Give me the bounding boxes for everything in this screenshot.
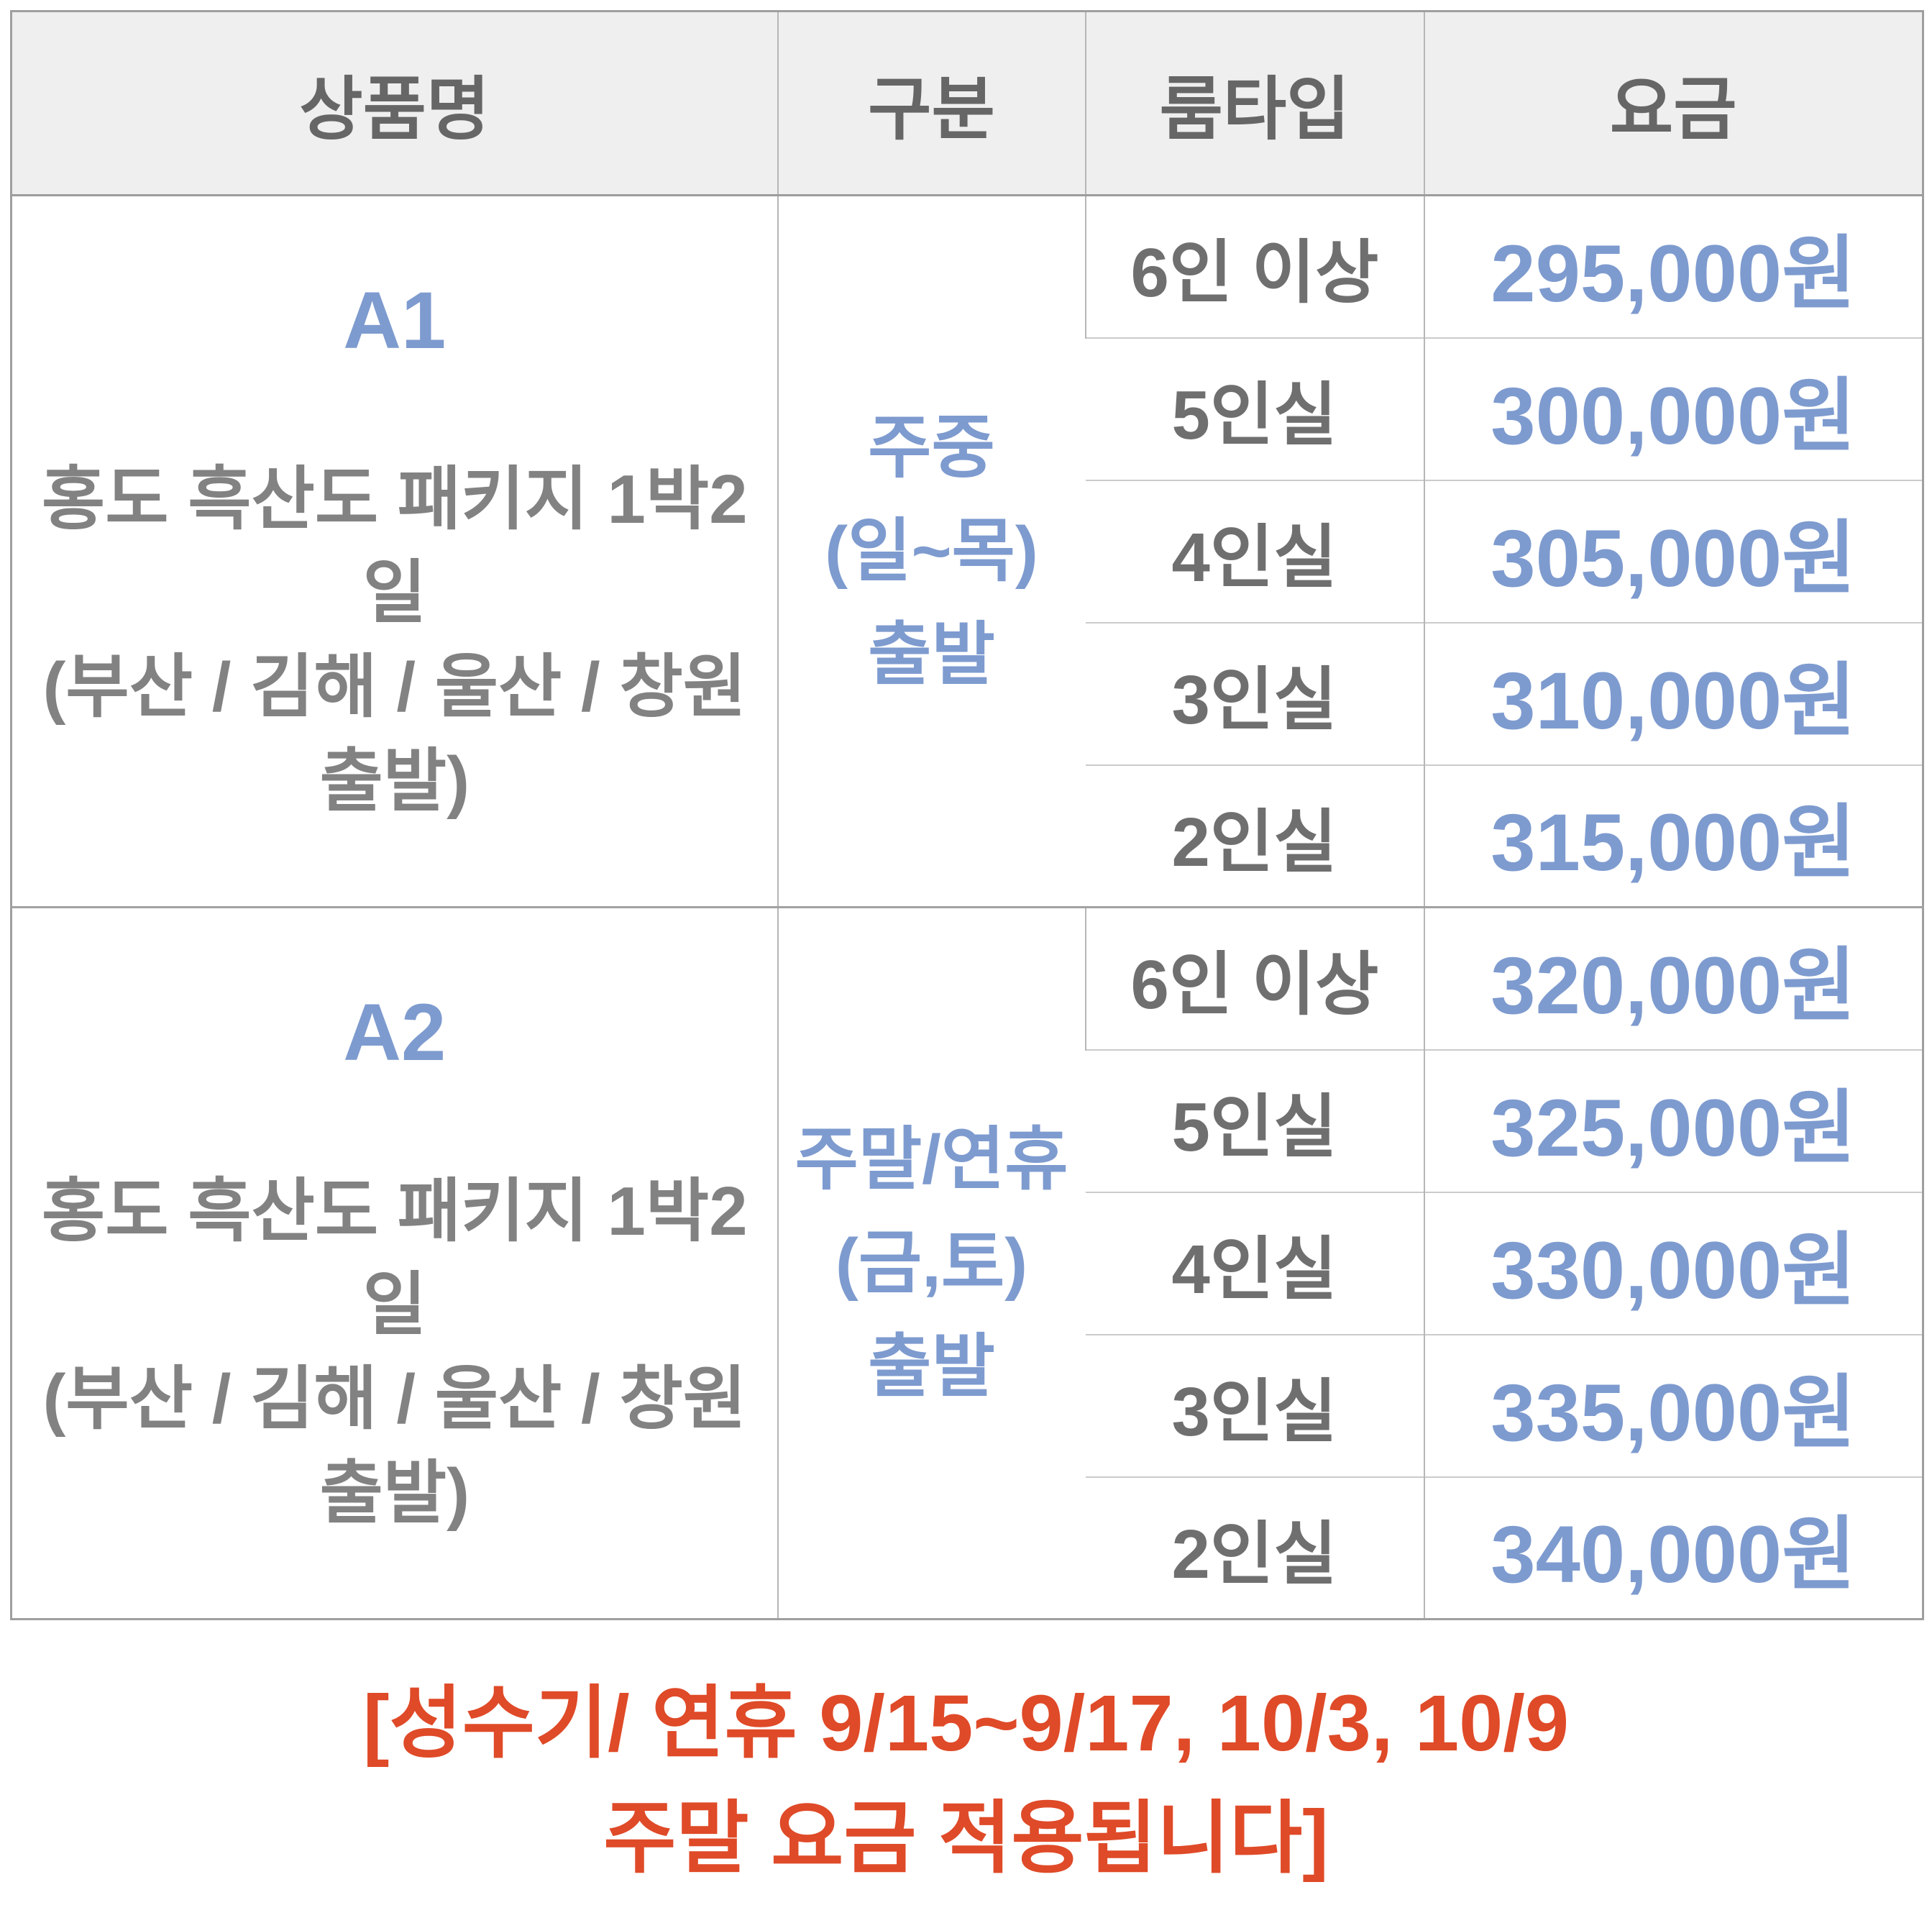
room-type-cell: 6인 이상 <box>1084 906 1424 1050</box>
table-row: 5인실 325,000원 <box>12 1049 1923 1192</box>
column-header-price: 요금 <box>1423 11 1923 196</box>
table-row: 4인실 305,000원 <box>12 479 1923 623</box>
room-type-cell: 2인실 <box>1085 1476 1424 1620</box>
product-name-line: 홍도 흑산도 패키지 1박2일 <box>41 1172 748 1344</box>
price-cell: 320,000원 <box>1423 906 1923 1050</box>
product-name-line: (부산 / 김해 / 울산 / 창원 <box>42 649 747 726</box>
table-row: 2인실 315,000원 <box>12 764 1923 908</box>
column-header-schedule: 구분 <box>777 11 1086 196</box>
column-header-product: 상품명 <box>11 11 778 196</box>
price-cell: 300,000원 <box>1423 337 1923 480</box>
price-cell: 315,000원 <box>1423 764 1923 908</box>
product-code: A2 <box>343 987 447 1077</box>
schedule-cell-a1: 주중 (일~목) 출발 <box>777 195 1086 908</box>
peak-season-notice: [성수기/ 연휴 9/15~9/17, 10/3, 10/9 주말 요금 적용됩… <box>0 1666 1932 1896</box>
price-cell: 325,000원 <box>1423 1049 1923 1192</box>
price-cell: 340,000원 <box>1423 1476 1923 1620</box>
schedule-cell-a2: 주말/연휴 (금,토) 출발 <box>777 906 1086 1620</box>
product-name-line: 출발) <box>319 742 470 820</box>
room-type-cell: 4인실 <box>1085 1191 1424 1335</box>
notice-line: [성수기/ 연휴 9/15~9/17, 10/3, 10/9 <box>362 1679 1570 1768</box>
product-name: 홍도 흑산도 패키지 1박2일 (부산 / 김해 / 울산 / 창원 출발) <box>12 453 777 828</box>
schedule-line: 출발 <box>868 616 995 693</box>
price-cell: 295,000원 <box>1423 195 1923 338</box>
room-type-cell: 4인실 <box>1085 479 1424 623</box>
schedule-line: 주말/연휴 <box>795 1120 1068 1198</box>
price-cell: 330,000원 <box>1423 1191 1923 1335</box>
product-code: A1 <box>343 275 447 365</box>
room-type-cell: 2인실 <box>1085 764 1424 908</box>
header-row: 상품명 구분 룸타입 요금 <box>11 11 1923 196</box>
table-row: 3인실 310,000원 <box>12 621 1923 765</box>
room-type-cell: 3인실 <box>1085 1333 1424 1477</box>
product-name-line: 출발) <box>319 1454 470 1532</box>
schedule-line: (금,토) <box>835 1224 1028 1302</box>
room-type-cell: 3인실 <box>1085 621 1424 765</box>
price-table: 상품명 구분 룸타입 요금 A1 홍도 흑산도 패키지 1박2일 (부산 / 김… <box>10 10 1924 1620</box>
room-type-cell: 5인실 <box>1085 337 1424 480</box>
table-row: A1 홍도 흑산도 패키지 1박2일 (부산 / 김해 / 울산 / 창원 출발… <box>12 195 1923 908</box>
product-name: 홍도 흑산도 패키지 1박2일 (부산 / 김해 / 울산 / 창원 출발) <box>12 1165 777 1540</box>
product-name-line: (부산 / 김해 / 울산 / 창원 <box>42 1361 747 1438</box>
room-type-cell: 5인실 <box>1085 1049 1424 1192</box>
notice-line: 주말 요금 적용됩니다] <box>603 1794 1329 1883</box>
table-row: 2인실 340,000원 <box>12 1476 1923 1620</box>
column-header-room-type: 룸타입 <box>1084 11 1424 196</box>
product-cell-a1: A1 홍도 흑산도 패키지 1박2일 (부산 / 김해 / 울산 / 창원 출발… <box>12 196 778 908</box>
schedule-line: (일~목) <box>825 512 1038 590</box>
product-name-line: 홍도 흑산도 패키지 1박2일 <box>41 460 748 632</box>
table-row: 5인실 300,000원 <box>12 337 1923 480</box>
price-cell: 310,000원 <box>1423 621 1923 765</box>
price-cell: 305,000원 <box>1423 479 1923 623</box>
schedule-line: 출발 <box>868 1328 995 1405</box>
price-cell: 335,000원 <box>1423 1333 1923 1477</box>
table-row: 3인실 335,000원 <box>12 1333 1923 1477</box>
schedule-line: 주중 <box>868 408 995 486</box>
room-type-cell: 6인 이상 <box>1084 195 1424 338</box>
product-cell-a2: A2 홍도 흑산도 패키지 1박2일 (부산 / 김해 / 울산 / 창원 출발… <box>11 906 778 1620</box>
table-row: 4인실 330,000원 <box>12 1191 1923 1335</box>
table-row: A2 홍도 흑산도 패키지 1박2일 (부산 / 김해 / 울산 / 창원 출발… <box>11 906 1923 1620</box>
